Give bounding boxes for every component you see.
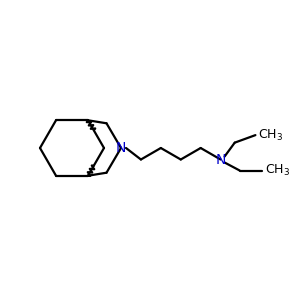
Text: N: N — [215, 152, 226, 167]
Text: CH$_3$: CH$_3$ — [265, 163, 290, 178]
Text: N: N — [116, 141, 126, 155]
Text: CH$_3$: CH$_3$ — [258, 128, 284, 143]
